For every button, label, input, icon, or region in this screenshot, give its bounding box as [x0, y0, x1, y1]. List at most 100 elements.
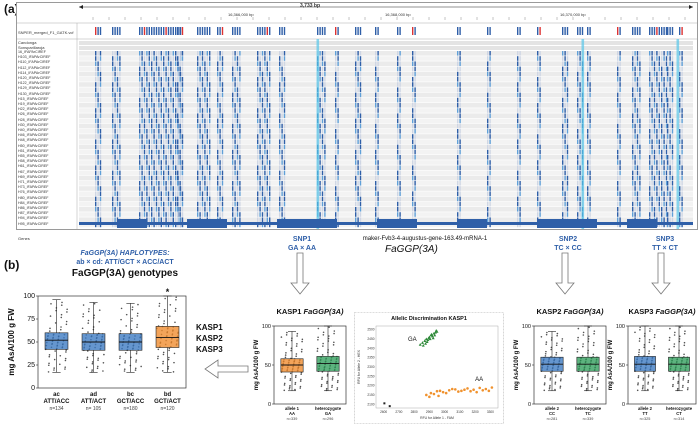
genotype-cell	[266, 51, 268, 56]
genotype-cell	[151, 66, 153, 72]
data-point	[316, 347, 319, 350]
data-point	[460, 389, 463, 393]
data-point	[174, 321, 176, 324]
data-point	[284, 375, 287, 378]
data-point	[582, 334, 585, 336]
sample-row	[79, 129, 693, 134]
genotype-cell	[658, 134, 660, 139]
genotype-cell	[181, 51, 184, 56]
variant-site-mark	[359, 27, 362, 35]
genotype-cell	[163, 113, 165, 118]
genotype-cell	[324, 118, 326, 124]
genotype-cell	[537, 165, 539, 170]
genotype-cell	[517, 103, 519, 108]
genotype-cell	[146, 149, 148, 155]
data-point	[124, 360, 127, 362]
data-point	[328, 326, 330, 329]
genotype-cell	[281, 71, 283, 77]
genotype-cell	[204, 191, 206, 196]
genotype-cell	[116, 82, 119, 87]
genotype-cell	[359, 196, 362, 202]
genotype-cell	[95, 139, 97, 144]
genotype-cell	[236, 82, 239, 87]
genotype-cell	[236, 87, 239, 92]
data-point	[544, 355, 547, 357]
variant-site-mark	[119, 27, 121, 35]
genotype-cell	[489, 212, 491, 217]
genotype-cell	[264, 97, 266, 103]
genotype-cell	[206, 56, 208, 61]
variant-site-mark	[209, 27, 211, 35]
genotype-cell	[219, 118, 221, 124]
genotype-cell	[204, 118, 206, 124]
variant-site-mark	[669, 27, 671, 35]
genotype-cell	[279, 144, 281, 150]
genotype-cell	[259, 144, 261, 150]
genotype-cell	[377, 191, 379, 196]
genotype-cell	[146, 134, 148, 139]
genotype-cell	[151, 212, 153, 217]
x-axis-label: RFU for Allele 1 - FAM	[420, 416, 454, 420]
genotype-cell	[566, 170, 569, 176]
genotype-cell	[587, 170, 589, 176]
genotype-cell	[239, 103, 241, 108]
genotype-cell	[617, 149, 619, 155]
genotype-cell	[209, 92, 211, 98]
genotype-cell	[375, 129, 377, 134]
y-tick-label: 100	[262, 324, 271, 330]
genotype-cell	[517, 71, 519, 77]
data-point	[119, 355, 121, 358]
genotype-cell	[337, 66, 339, 72]
genotype-cell	[459, 113, 461, 118]
genotype-cell	[179, 155, 181, 160]
genotype-cell	[564, 66, 566, 72]
genotype-cell	[324, 87, 326, 92]
data-point	[457, 390, 460, 393]
genotype-cell	[181, 56, 184, 61]
genotype-cell	[397, 108, 399, 113]
genotype-cell	[517, 77, 519, 82]
genotype-cell	[266, 61, 268, 66]
genotype-cell	[219, 170, 221, 176]
genotype-cell	[399, 113, 401, 118]
genotype-cell	[99, 123, 102, 129]
genotype-cell	[399, 201, 401, 207]
genotype-cell	[579, 170, 581, 176]
genotype-cell	[116, 149, 119, 155]
genotype-cell	[639, 165, 641, 170]
genotype-cell	[151, 97, 153, 103]
genotype-cell	[634, 144, 636, 150]
genotype-cell	[517, 170, 519, 176]
genotype-cell	[236, 123, 239, 129]
genotype-cell	[539, 87, 541, 92]
category-sublabel: CT	[676, 411, 682, 416]
genotype-cell	[177, 118, 179, 124]
genotype-cell	[209, 191, 211, 196]
genotype-cell	[199, 196, 201, 202]
genotype-cell	[517, 92, 519, 98]
genotype-cell	[236, 181, 239, 186]
genotype-cell	[619, 217, 621, 222]
genotype-cell	[153, 196, 155, 202]
genotype-cell	[114, 149, 116, 155]
genotype-cell	[170, 103, 172, 108]
genotype-cell	[489, 66, 491, 72]
genotype-cell	[167, 113, 170, 118]
genotype-cell	[658, 175, 660, 181]
genotype-cell	[197, 175, 199, 181]
genotype-cell	[457, 118, 459, 124]
genotype-cell	[279, 66, 281, 72]
genotype-cell	[177, 144, 179, 150]
genotype-cell	[264, 87, 266, 92]
genotype-cell	[636, 175, 639, 181]
data-point	[559, 379, 562, 382]
genotype-cell	[146, 144, 148, 150]
genotype-cell	[99, 170, 102, 176]
genotype-cell	[221, 134, 224, 139]
data-point	[652, 385, 654, 388]
genotype-cell	[232, 66, 234, 72]
genotype-cell	[324, 186, 326, 191]
genotype-cell	[566, 207, 569, 212]
genotype-cell	[181, 144, 184, 150]
genotype-cell	[377, 175, 379, 181]
